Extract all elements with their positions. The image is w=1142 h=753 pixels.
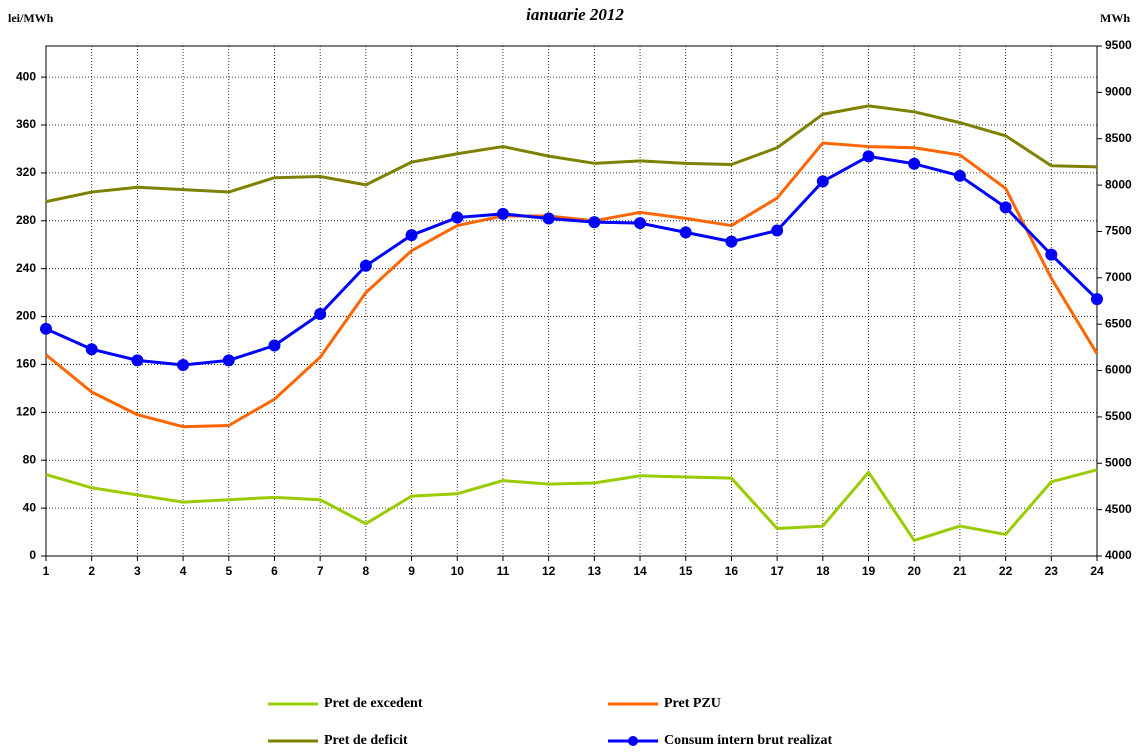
y2-tick-label: 8000	[1105, 177, 1132, 191]
y2-tick-label: 5500	[1105, 409, 1132, 423]
legend-marker	[628, 736, 638, 746]
legend-label: Pret de deficit	[324, 733, 408, 748]
y-tick-label: 160	[16, 357, 36, 371]
y2-tick-label: 9000	[1105, 85, 1132, 99]
x-tick-label: 18	[816, 564, 830, 578]
x-tick-label: 23	[1045, 564, 1059, 578]
data-point	[999, 201, 1012, 214]
y2-tick-label: 6000	[1105, 363, 1132, 377]
y-tick-label: 400	[16, 69, 36, 83]
y-axis-label: lei/MWh	[8, 11, 54, 25]
x-tick-label: 15	[679, 564, 693, 578]
x-tick-label: 7	[317, 564, 324, 578]
series-line	[45, 468, 1098, 542]
chart-title: ianuarie 2012	[526, 5, 624, 24]
y2-axis-label: MWh	[1100, 11, 1130, 25]
data-point	[542, 212, 555, 225]
y2-tick-label: 4000	[1105, 548, 1132, 562]
data-point	[908, 157, 921, 170]
data-point	[359, 259, 372, 272]
x-tick-label: 16	[725, 564, 739, 578]
y2-tick-label: 6500	[1105, 316, 1132, 330]
y-tick-label: 360	[16, 117, 36, 131]
data-point	[953, 169, 966, 182]
x-tick-label: 13	[588, 564, 602, 578]
data-point	[816, 175, 829, 188]
data-point	[679, 226, 692, 239]
x-tick-label: 2	[88, 564, 95, 578]
x-tick-label: 5	[225, 564, 232, 578]
legend-label: Consum intern brut realizat	[664, 733, 832, 748]
data-point	[451, 211, 464, 224]
data-point	[862, 150, 875, 163]
y-tick-label: 320	[16, 165, 36, 179]
x-tick-label: 24	[1090, 564, 1104, 578]
x-tick-label: 9	[408, 564, 415, 578]
x-tick-label: 17	[770, 564, 784, 578]
series-line	[45, 154, 1099, 367]
data-point	[496, 207, 509, 220]
data-point	[1045, 248, 1058, 261]
y2-tick-label: 8500	[1105, 131, 1132, 145]
data-point	[222, 354, 235, 367]
y2-tick-label: 5000	[1105, 455, 1132, 469]
y2-tick-label: 7500	[1105, 224, 1132, 238]
legend-label: Pret de excedent	[324, 696, 423, 711]
data-point	[634, 217, 647, 230]
x-tick-label: 21	[953, 564, 967, 578]
x-tick-label: 10	[451, 564, 465, 578]
y-tick-label: 200	[16, 309, 36, 323]
y-tick-label: 120	[16, 405, 36, 419]
x-tick-label: 3	[134, 564, 141, 578]
x-tick-label: 12	[542, 564, 556, 578]
data-point	[314, 307, 327, 320]
y2-tick-label: 7000	[1105, 270, 1132, 284]
legend-label: Pret PZU	[664, 696, 721, 711]
data-point	[405, 229, 418, 242]
x-tick-label: 11	[497, 564, 510, 578]
data-point	[40, 322, 52, 335]
plot-border	[45, 45, 1098, 557]
x-tick-label: 22	[999, 564, 1013, 578]
data-point	[771, 224, 784, 237]
x-tick-label: 1	[43, 564, 50, 578]
x-tick-label: 19	[862, 564, 876, 578]
y-tick-label: 40	[23, 500, 37, 514]
series-line	[45, 141, 1099, 429]
y-tick-label: 0	[29, 548, 36, 562]
data-point	[725, 235, 738, 248]
y2-tick-label: 9500	[1105, 38, 1132, 52]
data-point	[1091, 293, 1103, 306]
x-tick-label: 20	[908, 564, 922, 578]
y-tick-label: 240	[16, 261, 36, 275]
y-tick-label: 280	[16, 213, 36, 227]
x-tick-label: 8	[363, 564, 370, 578]
data-point	[85, 343, 98, 356]
data-point	[131, 354, 144, 367]
x-tick-label: 4	[180, 564, 187, 578]
x-tick-label: 14	[633, 564, 647, 578]
y2-tick-label: 4500	[1105, 502, 1132, 516]
x-tick-label: 6	[271, 564, 278, 578]
data-point	[588, 216, 601, 229]
series-line	[45, 104, 1098, 204]
data-point	[268, 339, 281, 352]
y-tick-label: 80	[23, 452, 37, 466]
data-point	[177, 358, 190, 371]
